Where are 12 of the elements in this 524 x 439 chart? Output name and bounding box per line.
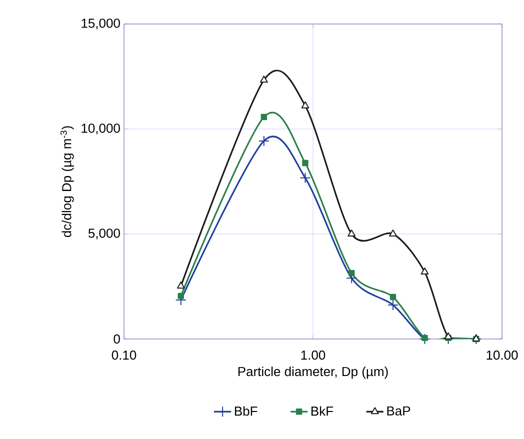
x-axis-title: Particle diameter, Dp (µm): [238, 366, 388, 379]
y-tick-label: 15,000: [82, 18, 120, 30]
y-tick-label: 10,000: [82, 124, 120, 134]
y-tick-label: 5,000: [88, 228, 120, 240]
x-tick-label: 0.10: [112, 350, 136, 360]
x-tick-label: 10.00: [486, 350, 518, 360]
x-tick-label: 1.00: [301, 350, 326, 360]
y-axis-title: dc/dlog Dp (µg m$^{-3}$): [60, 126, 74, 238]
legend-label: BbF: [234, 406, 258, 416]
y-tick-label: 0: [114, 334, 120, 344]
legend-label: BkF: [311, 406, 334, 416]
legend-label: BaP: [387, 406, 410, 416]
